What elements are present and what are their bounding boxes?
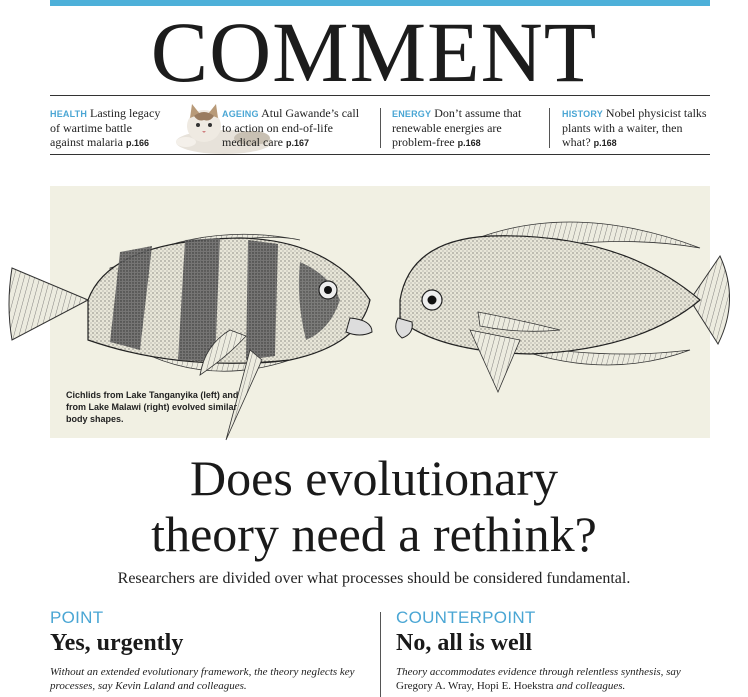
teaser-text: Nobel physicist talks plants with a wait… [562, 106, 707, 149]
teaser-section: HEALTH [50, 109, 88, 119]
teaser-bottom-rule [50, 154, 710, 155]
counterpoint-body-italic-1: Theory accommodates evidence through rel… [396, 666, 681, 678]
masthead-rule [50, 95, 710, 96]
teaser-history[interactable]: HISTORY Nobel physicist talks plants wit… [562, 106, 710, 150]
cichlid-fish-right-icon [395, 221, 730, 393]
top-accent-bar [50, 0, 710, 6]
article-standfirst: Researchers are divided over what proces… [117, 570, 631, 587]
teaser-section: AGEING [222, 109, 259, 119]
teaser-page: p.166 [125, 138, 149, 148]
counterpoint-body: Theory accommodates evidence through rel… [396, 665, 712, 693]
counterpoint-body-italic-2: and colleagues. [556, 680, 626, 692]
teaser-energy[interactable]: ENERGY Don’t assume that renewable energ… [392, 106, 532, 150]
point-label: POINT [50, 608, 104, 627]
teaser-health[interactable]: HEALTH Lasting legacy of wartime battle … [50, 106, 162, 150]
point-title[interactable]: Yes, urgently [50, 630, 184, 656]
figure-caption: Cichlids from Lake Tanganyika (left) and… [66, 390, 239, 424]
point-body: Without an extended evolutionary framewo… [50, 665, 370, 693]
column-divider [380, 612, 381, 697]
masthead-title: COMMENT [150, 4, 598, 100]
article-headline: Does evolutionary theory need a rethink? [0, 450, 748, 562]
teaser-page: p.167 [285, 138, 309, 148]
teaser-page: p.168 [457, 138, 481, 148]
cat-photo-icon [176, 104, 272, 154]
point-body-text: Without an extended evolutionary framewo… [50, 666, 355, 692]
teaser-text: Don’t assume that renewable energies are… [392, 106, 522, 149]
teaser-ageing[interactable]: AGEING Atul Gawande’s call to action on … [222, 106, 368, 150]
headline-line-2: theory need a rethink? [151, 506, 597, 562]
teaser-section: HISTORY [562, 109, 603, 119]
counterpoint-label: COUNTERPOINT [396, 608, 536, 627]
teaser-divider [549, 108, 550, 148]
teaser-text: Atul Gawande’s call to action on end-of-… [222, 106, 360, 149]
teaser-divider [380, 108, 381, 148]
teaser-page: p.168 [593, 138, 617, 148]
headline-line-1: Does evolutionary [190, 450, 558, 506]
teaser-text: Lasting legacy of wartime battle against… [50, 106, 161, 149]
counterpoint-authors: Gregory A. Wray, Hopi E. Hoekstra [396, 680, 554, 692]
cichlid-fish-left-icon [8, 233, 373, 441]
teaser-section: ENERGY [392, 109, 432, 119]
counterpoint-title[interactable]: No, all is well [396, 630, 532, 656]
